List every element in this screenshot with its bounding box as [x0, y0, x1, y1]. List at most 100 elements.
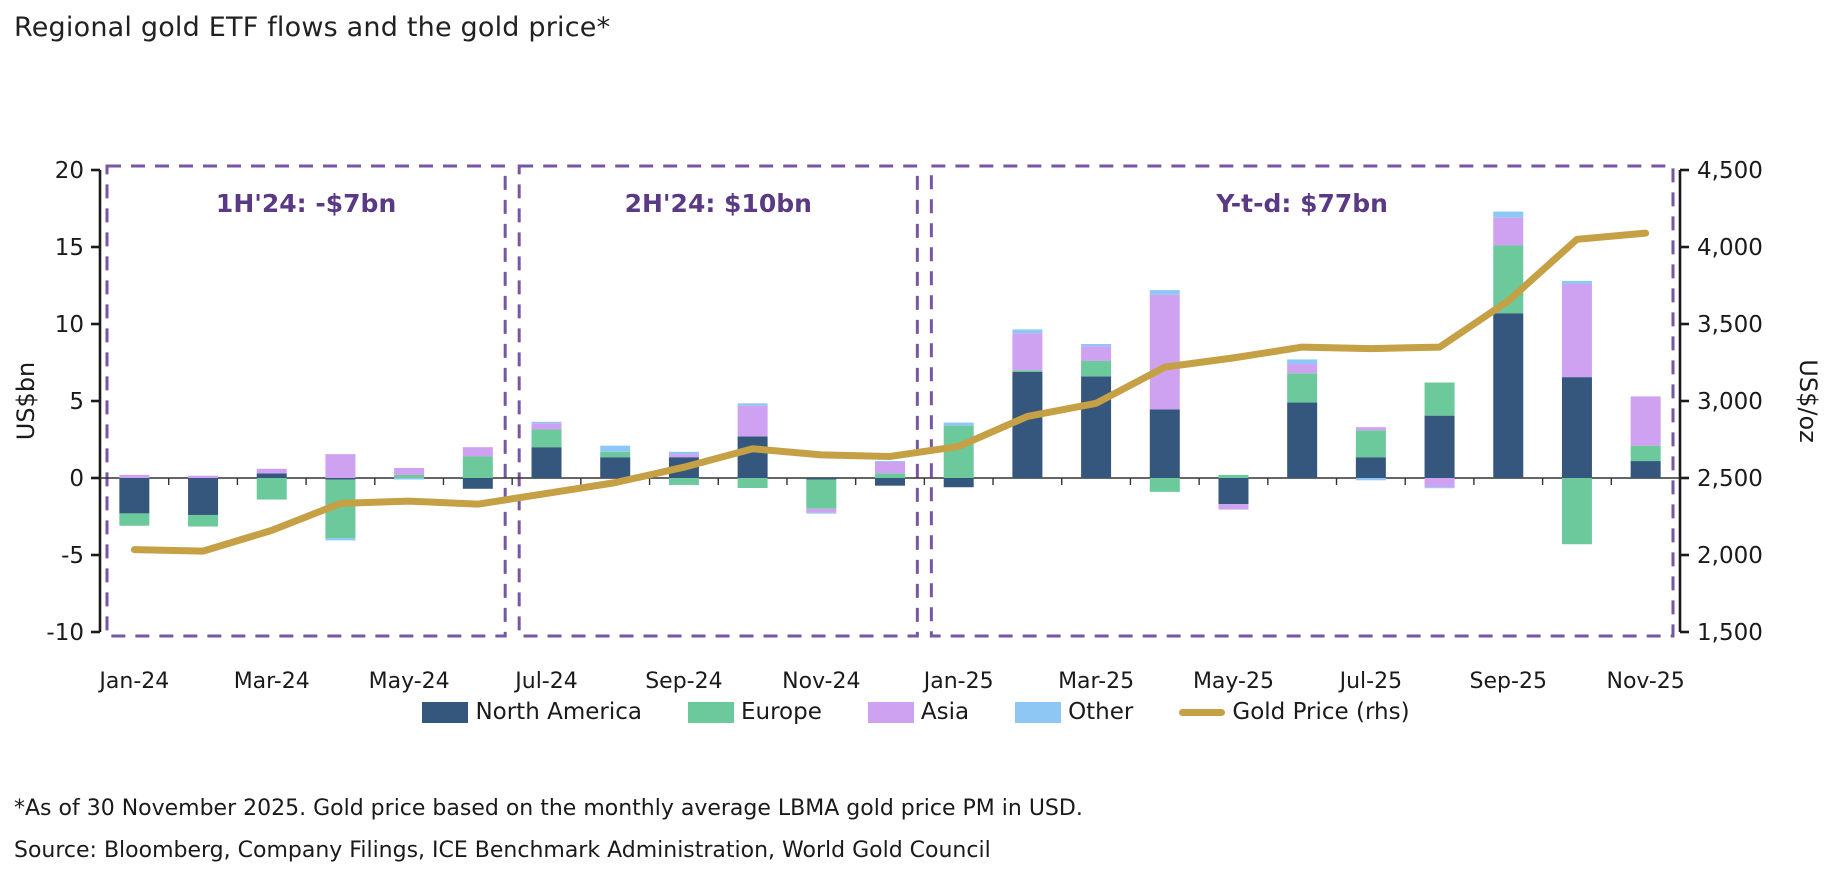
right-axis-tick-label: 3,000	[1697, 389, 1763, 415]
bar-segment-asia	[1561, 283, 1592, 378]
x-axis-tick-label: Nov-24	[782, 669, 860, 694]
north-america-swatch	[422, 701, 469, 723]
x-axis-tick-label: Jul-25	[1338, 669, 1402, 694]
x-axis-tick-label: May-24	[369, 669, 450, 694]
bar-segment-other	[875, 461, 905, 463]
bar-segment-asia	[1493, 217, 1524, 246]
bar-segment-north-america	[1218, 478, 1249, 505]
left-axis-tick-label: 10	[55, 312, 84, 338]
bar-segment-north-america	[737, 436, 768, 478]
annotation-label: Y-t-d: $77bn	[1215, 189, 1388, 218]
right-axis-tick-label: 4,500	[1697, 158, 1763, 184]
chart-title: Regional gold ETF flows and the gold pri…	[14, 12, 611, 43]
bar-segment-europe	[1081, 360, 1112, 377]
bar-segment-asia	[1424, 478, 1455, 488]
bar-segment-europe	[531, 429, 562, 448]
annotation-box	[517, 164, 919, 638]
bar-segment-other	[1287, 359, 1318, 365]
bar-segment-other	[1424, 487, 1455, 489]
bar-segment-north-america	[119, 478, 150, 514]
legend-item-europe: Europe	[687, 699, 822, 725]
bar-segment-europe	[1149, 478, 1180, 492]
bar-segment-north-america	[1355, 457, 1386, 478]
bar-segment-north-america	[462, 478, 493, 489]
bar-segment-asia	[668, 454, 699, 458]
annotation-box	[929, 164, 1675, 638]
legend-item-gold-price: Gold Price (rhs)	[1179, 699, 1410, 725]
right-axis-title: US$/oz	[1794, 359, 1822, 442]
x-axis-tick-label: Jul-24	[513, 669, 577, 694]
bar-segment-north-america	[1081, 376, 1112, 478]
left-axis-tick-label: -10	[46, 620, 84, 646]
bar-segment-north-america	[875, 478, 905, 486]
bar-segment-asia	[394, 467, 425, 475]
axes: 20 15 10 5 0 -5 -10 4,500 4,000 3,500 3,000 2,500 2,…	[46, 158, 1762, 646]
footnote-source: Source: Bloomberg, Company Filings, ICE …	[14, 838, 991, 863]
x-axis-labels: Jan-24 Mar-24 May-24 Jul-24 Sep-24 Nov-24 Jan-…	[97, 669, 1684, 694]
bar-segment-asia	[1149, 294, 1180, 410]
legend-label: Europe	[740, 699, 822, 725]
x-axis-tick-label: Mar-24	[234, 669, 310, 694]
other-swatch	[1015, 701, 1062, 723]
bar-segment-other	[394, 478, 425, 480]
bar-segment-asia	[119, 474, 150, 478]
bar-segment-other	[1355, 478, 1386, 481]
bar-segment-other	[600, 445, 631, 452]
right-axis-tick-label: 3,500	[1697, 312, 1763, 338]
flow-bars	[119, 211, 1661, 545]
right-axis-tick-label: 2,000	[1697, 543, 1763, 569]
legend-item-asia: Asia	[867, 699, 970, 725]
bar-segment-europe	[462, 456, 493, 478]
bar-segment-other	[668, 451, 699, 455]
bar-segment-asia	[1218, 504, 1249, 510]
bar-segment-europe	[1218, 474, 1249, 478]
legend-label: Asia	[920, 699, 970, 725]
asia-swatch	[867, 701, 914, 723]
bar-segment-europe	[806, 479, 837, 509]
left-axis-title: US$bn	[12, 362, 40, 441]
bar-segment-europe	[943, 425, 974, 478]
bar-segment-europe	[256, 478, 287, 500]
bar-segment-other	[943, 422, 974, 426]
bar-segment-europe	[1561, 478, 1592, 545]
x-axis-tick-label: Jan-25	[922, 669, 994, 694]
x-axis-tick-label: Sep-24	[645, 669, 722, 694]
bar-segment-other	[1493, 211, 1524, 218]
x-axis-tick-label: Nov-25	[1607, 669, 1685, 694]
legend-item-other: Other	[1015, 699, 1133, 725]
bar-segment-asia	[875, 461, 905, 474]
bar-segment-north-america	[1424, 415, 1455, 478]
bar-segment-asia	[256, 468, 287, 474]
bar-segment-europe	[668, 478, 699, 485]
bar-segment-asia	[737, 405, 768, 437]
bar-segment-europe	[394, 474, 425, 478]
chart-legend: North America Europe Asia Other Gold Pri…	[0, 699, 1832, 725]
annotation-boxes	[105, 164, 1675, 638]
bar-segment-other	[1561, 280, 1592, 284]
annotation-labels: 1H'24: -$7bn 2H'24: $10bn Y-t-d: $77bn	[216, 189, 1388, 218]
bar-segment-north-america	[1012, 371, 1043, 478]
bar-segment-europe	[1287, 373, 1318, 403]
bar-segment-other	[325, 538, 356, 541]
gold-price-line-swatch	[1179, 708, 1226, 716]
bar-segment-asia	[188, 475, 219, 478]
left-axis-tick-label: 15	[55, 235, 84, 261]
bar-segment-asia	[1355, 427, 1386, 431]
bar-segment-other	[531, 421, 562, 424]
legend-label: North America	[475, 699, 642, 725]
bar-segment-asia	[806, 508, 837, 513]
bar-segment-asia	[325, 454, 356, 478]
bar-segment-north-america	[1149, 409, 1180, 478]
bar-segment-north-america	[600, 457, 631, 478]
bar-segment-north-america	[188, 478, 219, 515]
bar-segment-other	[806, 512, 837, 514]
bar-segment-north-america	[531, 447, 562, 478]
bar-segment-asia	[462, 447, 493, 457]
annotation-label: 2H'24: $10bn	[625, 189, 812, 218]
bar-segment-north-america	[1287, 402, 1318, 478]
left-axis-tick-label: 0	[69, 466, 84, 492]
left-axis-tick-label: -5	[61, 543, 84, 569]
bar-segment-europe	[1012, 370, 1043, 372]
right-axis-tick-label: 1,500	[1697, 620, 1763, 646]
